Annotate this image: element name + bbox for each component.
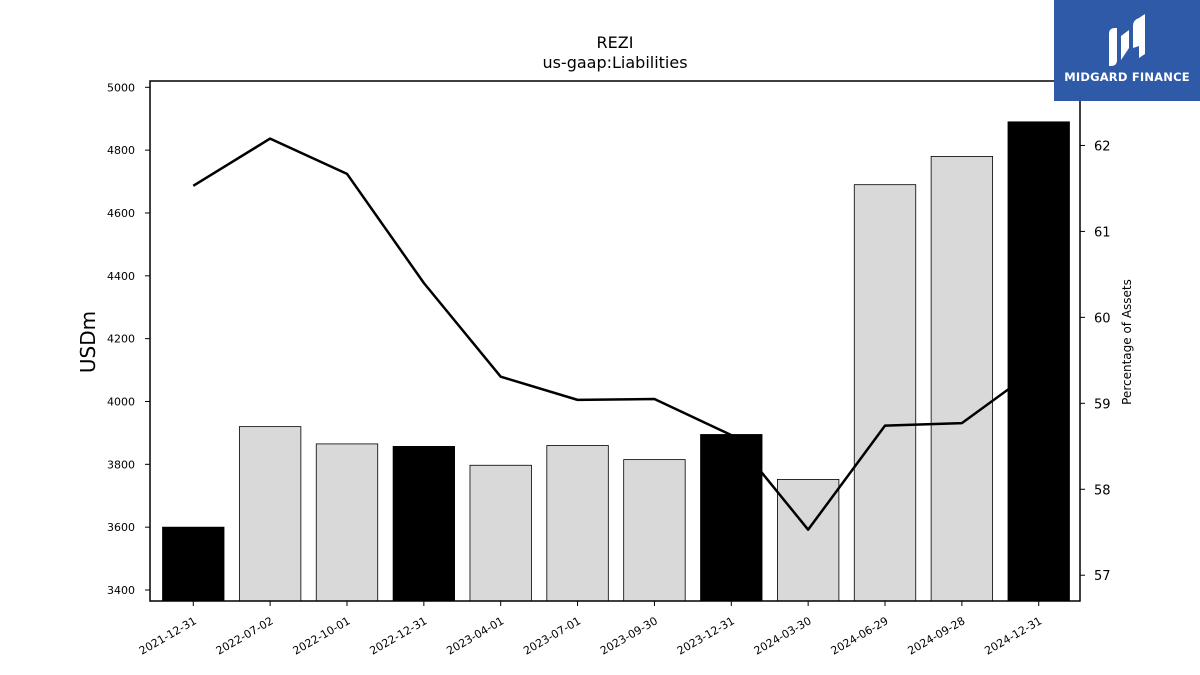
bar	[700, 434, 763, 602]
percentage-line	[192, 137, 1040, 531]
y-axis-label: USDm	[76, 311, 100, 373]
bar	[162, 526, 225, 602]
y-tick-label: 4800	[107, 144, 135, 157]
y-tick-label: 4400	[107, 270, 135, 283]
bar	[315, 443, 379, 602]
y-tick-label: 3600	[107, 521, 135, 534]
bar	[623, 459, 686, 602]
y2-tick-label: 62	[1094, 139, 1111, 154]
brand-name: MIDGARD FINANCE	[1064, 70, 1190, 84]
x-tick-label: 2024-06-29	[829, 614, 891, 657]
chart-title: REZI	[597, 33, 634, 52]
y2-axis-label: Percentage of Assets	[1120, 279, 1134, 405]
x-tick-label: 2022-07-02	[214, 614, 276, 657]
x-tick-label: 2024-09-28	[905, 614, 967, 657]
y-tick-label: 4600	[107, 207, 135, 220]
midgard-finance-logo: MIDGARD FINANCE	[1054, 0, 1200, 101]
bar	[853, 184, 917, 602]
bar	[469, 464, 532, 602]
x-tick-label: 2023-09-30	[598, 614, 660, 657]
bar	[1007, 121, 1070, 602]
bar	[777, 479, 840, 602]
y2-tick-label: 60	[1094, 311, 1111, 326]
bar	[238, 426, 302, 602]
bar-series	[162, 121, 1070, 602]
x-tick-label: 2023-04-01	[444, 614, 506, 657]
y2-tick-label: 57	[1094, 569, 1111, 584]
chart-subtitle: us-gaap:Liabilities	[542, 53, 687, 72]
x-tick-label: 2022-10-01	[291, 614, 353, 657]
x-tick-label: 2022-12-31	[367, 614, 429, 657]
x-tick-label: 2023-07-01	[521, 614, 583, 657]
y-tick-label: 4200	[107, 333, 135, 346]
percentage-line-series	[192, 137, 1040, 531]
y2-tick-label: 59	[1094, 397, 1111, 412]
x-tick-label: 2024-03-30	[752, 614, 814, 657]
y-tick-label: 3400	[107, 584, 135, 597]
y2-tick-label: 61	[1094, 225, 1111, 240]
y-tick-label: 4000	[107, 395, 135, 408]
y-tick-label: 5000	[107, 81, 135, 94]
plot-frame	[149, 80, 1081, 602]
y-tick-label: 3800	[107, 458, 135, 471]
x-tick-label: 2023-12-31	[675, 614, 737, 657]
y2-tick-label: 58	[1094, 483, 1111, 498]
x-tick-label: 2024-12-31	[982, 614, 1044, 657]
bar	[546, 445, 609, 602]
bar	[930, 156, 994, 602]
x-tick-label: 2021-12-31	[137, 614, 199, 657]
bar	[392, 446, 455, 602]
midgard-finance-logo-icon	[1109, 14, 1145, 66]
